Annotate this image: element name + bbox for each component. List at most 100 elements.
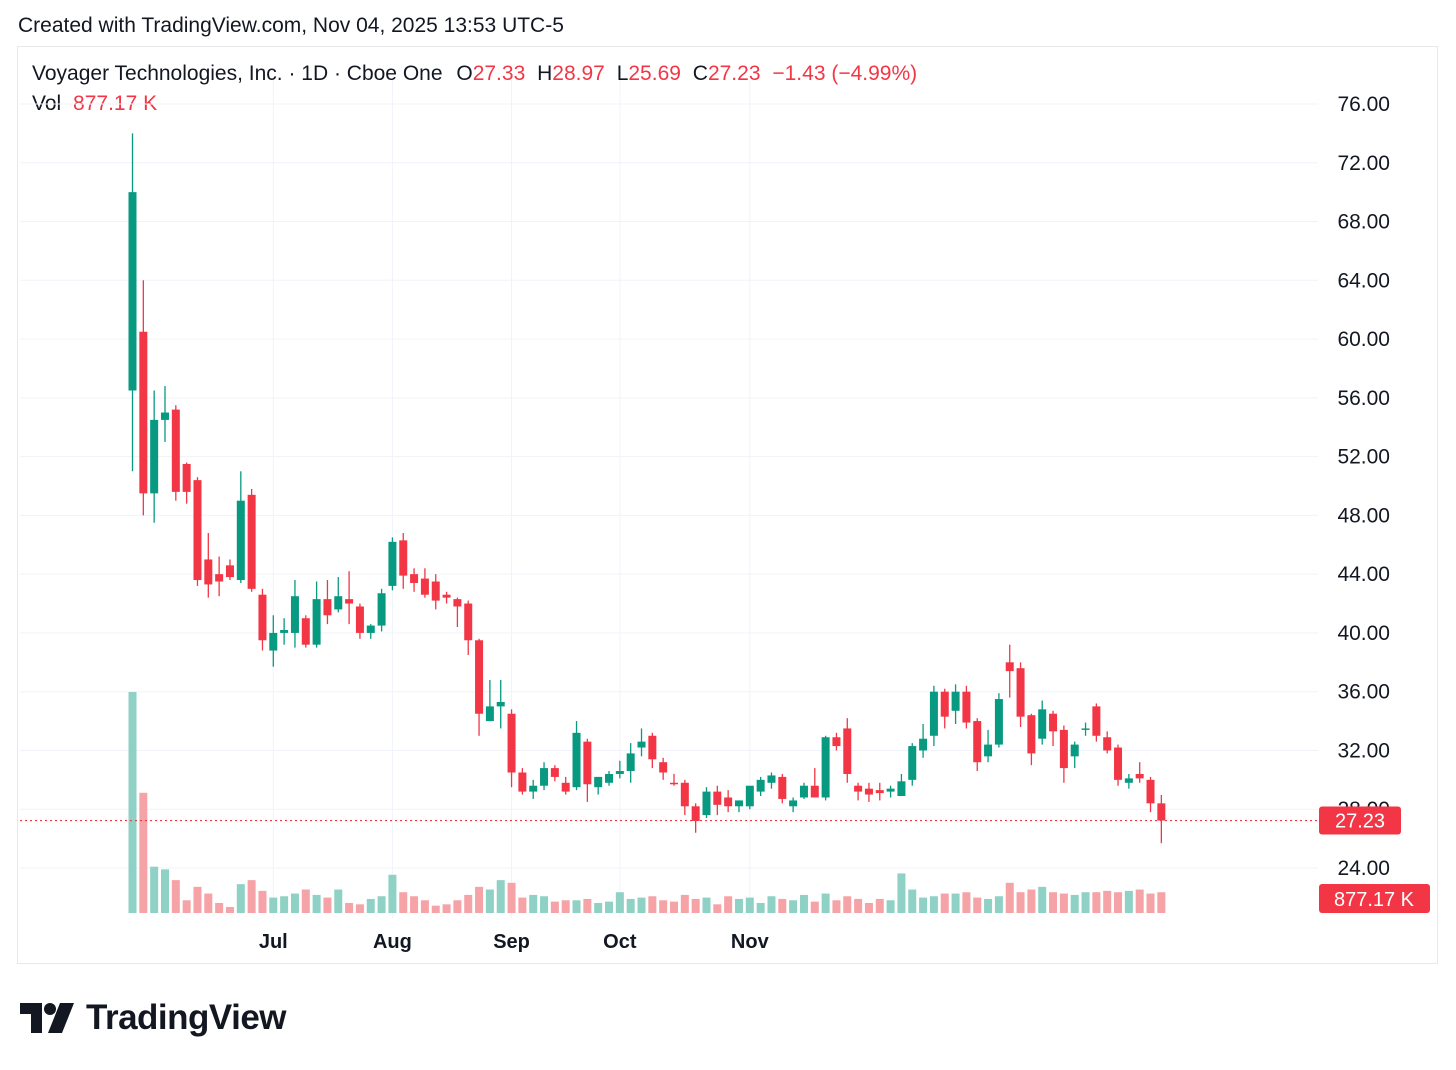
volume-bar [670,901,678,913]
volume-bar [821,893,830,913]
candle-body [420,578,429,595]
volume-bar [1135,889,1144,913]
legend-high-label: H [537,62,553,85]
volume-bar [1103,890,1112,913]
volume-bar [626,898,635,913]
candle-body [594,776,603,788]
volume-bar [1005,882,1014,913]
volume-bar [442,904,451,913]
candle-body [745,785,754,807]
candle-body [680,782,689,807]
candle-body [204,559,213,585]
volume-bar [1070,894,1079,913]
candle-body [670,782,678,785]
legend-symbol[interactable]: Voyager Technologies, Inc. · 1D · Cboe O… [32,62,443,85]
volume-bar [767,896,776,913]
volume-bar [540,896,549,913]
volume-bar [269,897,278,913]
candle-body [724,797,733,807]
candle-body [637,741,646,748]
candle-body [1005,662,1014,672]
candle-body [583,741,592,785]
volume-bar [215,902,224,913]
volume-bar [778,898,787,913]
candle-body [778,776,787,799]
volume-bar [485,889,494,913]
y-tick-label: 52.00 [1337,446,1390,469]
candle-body [734,800,743,807]
volume-bar [724,896,733,913]
volume-bar [637,897,646,913]
chart-frame [17,46,1438,964]
last-price-tag [1319,806,1401,835]
volume-bar [128,692,137,913]
volume-bar [247,880,256,913]
candle-body [431,581,440,601]
candle-body [626,753,635,772]
volume-bar [258,890,267,913]
candle-body [236,500,245,581]
volume-bar [290,893,299,913]
x-tick-label: Aug [373,931,412,953]
y-tick-label: 68.00 [1337,211,1390,234]
volume-bar [236,884,245,913]
candle-body [994,699,1003,745]
y-tick-label: 36.00 [1337,681,1390,704]
volume-bar [280,896,289,913]
candle-body [767,775,776,783]
candle-body [128,192,137,391]
y-tick-label: 40.00 [1337,622,1390,645]
candle-body [832,737,841,747]
tradingview-wordmark: TradingView [86,998,287,1037]
volume-bar [431,905,440,913]
candle-body [1070,744,1079,757]
candle-body [225,565,234,578]
x-tick-label: Jul [259,931,288,953]
volume-bar [1146,893,1155,913]
volume-bar [1157,892,1166,913]
candle-body [875,790,884,794]
volume-bar [193,886,202,913]
legend-open-label: O [456,62,473,85]
candle-body [377,593,386,626]
candle-body [648,735,657,760]
candle-body [864,788,873,795]
volume-bar [312,894,321,913]
candle-body [215,574,224,582]
candle-body [301,618,310,645]
candle-body [1049,713,1058,732]
candle-body [550,768,559,777]
candle-body [139,331,148,494]
legend-open-value: 27.33 [472,62,526,85]
y-tick-label: 64.00 [1337,269,1390,292]
candle-body [540,768,549,786]
candle-body [1103,737,1112,751]
volume-bar [886,900,895,913]
candle-body [605,773,614,783]
candle-body [886,788,895,792]
candle-body [1027,715,1036,754]
candle-body [529,785,538,792]
volume-bar [1027,889,1036,913]
volume-bar [832,900,841,913]
last-price-label: 27.23 [1335,811,1385,833]
candle-body [919,738,928,751]
volume-bar [572,900,581,913]
candle-body [799,785,808,798]
candle-body [897,781,906,797]
volume-bar [973,897,982,913]
volume-bar [1081,892,1090,913]
candle-body [572,732,581,788]
y-tick-label: 72.00 [1337,152,1390,175]
candle-body [691,806,700,821]
candle-body [182,463,191,492]
candle-body [789,800,798,807]
y-tick-label: 76.00 [1337,93,1390,116]
volume-bar [1114,892,1123,913]
volume-bar [160,869,169,913]
volume-bar [496,880,505,913]
y-tick-label: 48.00 [1337,504,1390,527]
volume-bar [799,894,808,913]
volume-bar [875,898,884,913]
